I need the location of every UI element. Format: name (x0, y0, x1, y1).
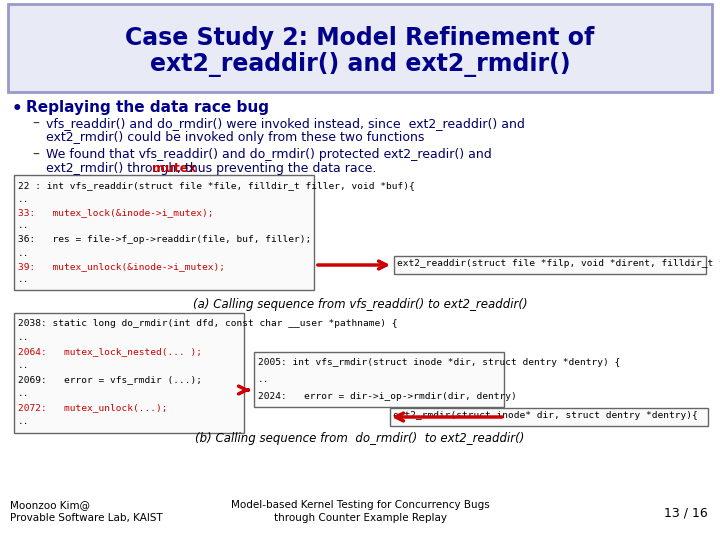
Text: Replaying the data race bug: Replaying the data race bug (26, 100, 269, 115)
Text: 33:   mutex_lock(&inode->i_mutex);: 33: mutex_lock(&inode->i_mutex); (18, 208, 214, 217)
Text: ext2_readdir() and ext2_rmdir(): ext2_readdir() and ext2_rmdir() (150, 52, 570, 77)
FancyBboxPatch shape (394, 256, 706, 274)
FancyBboxPatch shape (254, 352, 504, 407)
Text: ..: .. (18, 275, 30, 285)
Text: ..: .. (18, 248, 30, 258)
Text: 39:   mutex_unlock(&inode->i_mutex);: 39: mutex_unlock(&inode->i_mutex); (18, 262, 225, 271)
Text: (b) Calling sequence from  do_rmdir()  to ext2_readdir(): (b) Calling sequence from do_rmdir() to … (195, 432, 525, 445)
FancyBboxPatch shape (14, 175, 314, 290)
Text: 2038: static long do_rmdir(int dfd, const char __user *pathname) {: 2038: static long do_rmdir(int dfd, cons… (18, 319, 397, 328)
Text: –: – (32, 117, 39, 131)
Text: ..: .. (18, 389, 30, 398)
Text: ext2_rmdir() through: ext2_rmdir() through (46, 162, 180, 175)
Text: 2024:   error = dir->i_op->rmdir(dir, dentry): 2024: error = dir->i_op->rmdir(dir, dent… (258, 392, 517, 401)
Text: 22 : int vfs_readdir(struct file *file, filldir_t filler, void *buf){: 22 : int vfs_readdir(struct file *file, … (18, 181, 415, 190)
Text: ..: .. (18, 194, 30, 204)
Text: ..: .. (18, 361, 30, 370)
Text: 2005: int vfs_rmdir(struct inode *dir, struct dentry *dentry) {: 2005: int vfs_rmdir(struct inode *dir, s… (258, 358, 620, 367)
Text: •: • (12, 100, 22, 118)
Text: (a) Calling sequence from vfs_readdir() to ext2_readdir(): (a) Calling sequence from vfs_readdir() … (193, 298, 527, 311)
Text: ..: .. (18, 417, 30, 426)
Text: 2069:   error = vfs_rmdir (...);: 2069: error = vfs_rmdir (...); (18, 375, 202, 384)
Text: through Counter Example Replay: through Counter Example Replay (274, 513, 446, 523)
Text: We found that vfs_readdir() and do_rmdir() protected ext2_readir() and: We found that vfs_readdir() and do_rmdir… (46, 148, 492, 161)
Text: ext2_readdir(struct file *filp, void *dirent, filldir_t filldir) {: ext2_readdir(struct file *filp, void *di… (397, 259, 720, 268)
Text: 2072:   mutex_unlock(...);: 2072: mutex_unlock(...); (18, 403, 168, 412)
Text: –: – (32, 148, 39, 162)
FancyBboxPatch shape (14, 313, 244, 433)
Text: Model-based Kernel Testing for Concurrency Bugs: Model-based Kernel Testing for Concurren… (230, 500, 490, 510)
Text: vfs_readdir() and do_rmdir() were invoked instead, since  ext2_readdir() and: vfs_readdir() and do_rmdir() were invoke… (46, 117, 525, 130)
Text: Provable Software Lab, KAIST: Provable Software Lab, KAIST (10, 513, 163, 523)
Text: ..: .. (18, 333, 30, 342)
Text: mutex: mutex (152, 162, 197, 175)
Text: ext2_rmdir(struct inode* dir, struct dentry *dentry){: ext2_rmdir(struct inode* dir, struct den… (393, 411, 698, 420)
Text: Moonzoo Kim@: Moonzoo Kim@ (10, 500, 90, 510)
FancyBboxPatch shape (390, 408, 708, 426)
Text: Case Study 2: Model Refinement of: Case Study 2: Model Refinement of (125, 26, 595, 50)
Text: 36:   res = file->f_op->readdir(file, buf, filler);: 36: res = file->f_op->readdir(file, buf,… (18, 235, 311, 244)
Text: , thus preventing the data race.: , thus preventing the data race. (177, 162, 377, 175)
Text: 2064:   mutex_lock_nested(... );: 2064: mutex_lock_nested(... ); (18, 347, 202, 356)
Text: 13 / 16: 13 / 16 (665, 506, 708, 519)
Text: ..: .. (18, 221, 30, 231)
Text: ..: .. (258, 375, 269, 384)
FancyBboxPatch shape (8, 4, 712, 92)
Text: ext2_rmdir() could be invoked only from these two functions: ext2_rmdir() could be invoked only from … (46, 131, 424, 144)
